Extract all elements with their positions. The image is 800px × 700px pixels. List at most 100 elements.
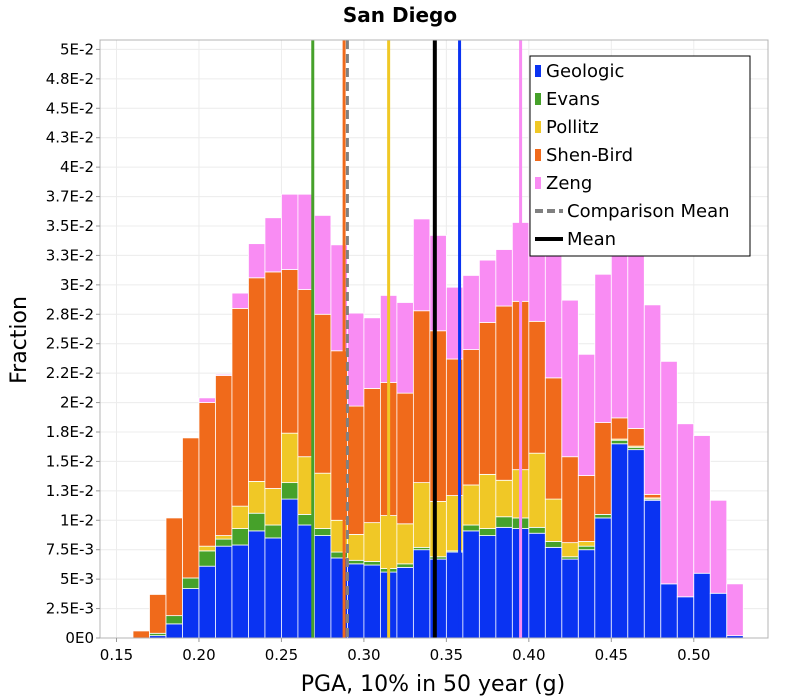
bar-zeng-22	[478, 259, 497, 323]
bar-shen-bird-28	[577, 475, 596, 542]
bar-geologic-4	[182, 588, 200, 639]
bar-evans-22	[478, 528, 497, 536]
bar-geologic-10	[281, 498, 299, 639]
bar-shen-bird-2	[149, 594, 167, 634]
bar-geologic-30	[610, 443, 629, 639]
x-tick-label-0: 0.15	[100, 646, 133, 664]
legend-swatch-shen-bird	[535, 149, 541, 161]
bar-evans-7	[231, 528, 249, 546]
legend-label-zeng: Zeng	[546, 173, 592, 194]
bar-shen-bird-5	[198, 402, 216, 547]
bar-geologic-9	[264, 537, 282, 639]
legend-swatch-geologic	[535, 65, 541, 77]
x-tick-label-5: 0.40	[512, 646, 545, 664]
bar-pollitz-12	[314, 472, 332, 529]
bar-geologic-5	[198, 565, 216, 639]
legend-swatch-zeng	[535, 177, 541, 189]
bar-evans-6	[215, 538, 233, 547]
y-axis-label: Fraction	[7, 296, 32, 384]
x-tick-label-4: 0.35	[430, 646, 463, 664]
y-tick-label-17: 4.3E-2	[46, 129, 94, 147]
y-tick-label-7: 1.8E-2	[46, 423, 94, 441]
bar-evans-29	[594, 513, 612, 519]
bar-zeng-28	[577, 353, 596, 476]
bar-geologic-36	[709, 592, 728, 639]
x-tick-label-1: 0.20	[182, 646, 215, 664]
bar-geologic-18	[412, 549, 431, 639]
bar-zeng-8	[248, 243, 266, 279]
legend-label-mean: Mean	[567, 229, 616, 250]
y-tick-label-8: 2E-2	[60, 394, 94, 412]
x-tick-label-6: 0.45	[595, 646, 628, 664]
bar-shen-bird-4	[182, 437, 200, 579]
bar-shen-bird-3	[165, 517, 183, 617]
bar-pollitz-27	[561, 542, 579, 558]
y-tick-label-13: 3.3E-2	[46, 246, 94, 264]
y-tick-label-9: 2.2E-2	[46, 364, 94, 382]
bar-evans-9	[264, 524, 282, 539]
bar-pollitz-9	[264, 488, 282, 526]
bar-evans-30	[610, 439, 629, 445]
bar-shen-bird-29	[594, 422, 612, 515]
bar-shen-bird-30	[610, 417, 629, 440]
bar-shen-bird-23	[495, 305, 513, 481]
y-tick-label-19: 4.8E-2	[46, 70, 94, 88]
y-tick-label-18: 4.5E-2	[46, 99, 94, 117]
bar-geologic-35	[693, 572, 711, 639]
bar-geologic-31	[627, 449, 645, 639]
bar-zeng-10	[281, 193, 299, 270]
bar-geologic-29	[594, 517, 612, 639]
bar-shen-bird-10	[281, 269, 299, 434]
bar-geologic-21	[462, 530, 480, 639]
bar-shen-bird-18	[412, 310, 431, 484]
bar-zeng-9	[264, 217, 282, 273]
bar-zeng-31	[627, 242, 645, 429]
bar-evans-26	[544, 541, 563, 548]
bar-zeng-14	[347, 312, 365, 407]
bar-evans-23	[495, 516, 513, 528]
x-tick-label-2: 0.25	[265, 646, 298, 664]
bar-zeng-23	[495, 249, 513, 307]
bar-geologic-28	[577, 549, 596, 639]
bar-evans-10	[281, 482, 299, 500]
bar-pollitz-17	[396, 523, 414, 565]
bar-evans-12	[314, 528, 332, 536]
legend-label-comparison-mean: Comparison Mean	[567, 201, 730, 222]
bar-evans-14	[347, 559, 365, 565]
bar-geologic-15	[363, 564, 381, 639]
y-tick-label-4: 1E-2	[60, 511, 94, 529]
bar-zeng-5	[198, 397, 216, 403]
bar-evans-3	[165, 615, 183, 625]
bar-pollitz-15	[363, 522, 381, 562]
bar-pollitz-5	[198, 545, 216, 552]
bar-shen-bird-6	[215, 375, 233, 536]
bar-pollitz-21	[462, 484, 480, 526]
bar-pollitz-26	[544, 498, 563, 542]
legend-label-shen-bird: Shen-Bird	[546, 145, 633, 166]
bar-zeng-29	[594, 273, 612, 423]
bar-geologic-22	[478, 535, 497, 639]
bar-shen-bird-22	[478, 322, 497, 475]
y-tick-label-1: 2.5E-3	[46, 600, 94, 618]
bar-zeng-37	[726, 583, 744, 637]
bar-geologic-6	[215, 545, 233, 639]
legend-box	[529, 55, 751, 257]
bar-evans-5	[198, 550, 216, 567]
bar-pollitz-25	[528, 452, 546, 528]
y-tick-label-3: 7.5E-3	[46, 541, 94, 559]
y-tick-label-15: 3.7E-2	[46, 188, 94, 206]
bar-zeng-32	[643, 304, 662, 495]
bar-zeng-18	[412, 218, 431, 312]
bar-geologic-7	[231, 544, 249, 639]
bar-geologic-23	[495, 526, 513, 639]
x-axis-label: PGA, 10% in 50 year (g)	[301, 672, 565, 697]
legend-swatch-pollitz	[535, 121, 541, 133]
mean-lines-group	[311, 40, 523, 638]
bar-shen-bird-7	[231, 307, 249, 507]
bar-geologic-3	[165, 623, 183, 639]
bar-pollitz-23	[495, 479, 513, 518]
y-tick-label-12: 3E-2	[60, 276, 94, 294]
chart-title: San Diego	[343, 3, 457, 27]
bar-zeng-21	[462, 275, 480, 350]
